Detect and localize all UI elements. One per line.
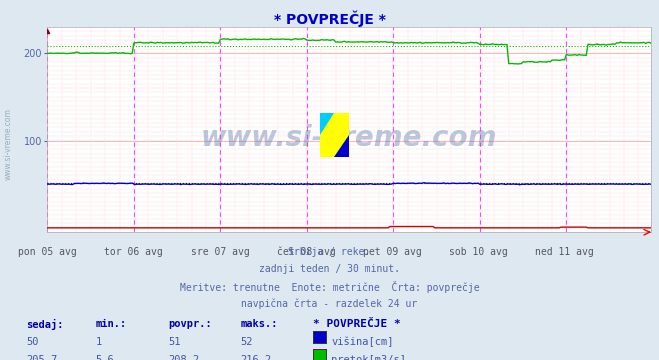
Text: www.si-vreme.com: www.si-vreme.com (201, 124, 498, 152)
Text: 5,6: 5,6 (96, 355, 114, 360)
Text: 51: 51 (168, 337, 181, 347)
Text: ned 11 avg: ned 11 avg (536, 247, 594, 257)
Text: pretok[m3/s]: pretok[m3/s] (331, 355, 407, 360)
Text: sre 07 avg: sre 07 avg (190, 247, 249, 257)
Text: * POVPREČJE *: * POVPREČJE * (273, 10, 386, 27)
Text: 50: 50 (26, 337, 39, 347)
Text: navpična črta - razdelek 24 ur: navpična črta - razdelek 24 ur (241, 298, 418, 309)
Text: maks.:: maks.: (241, 319, 278, 329)
Text: zadnji teden / 30 minut.: zadnji teden / 30 minut. (259, 264, 400, 274)
Text: www.si-vreme.com: www.si-vreme.com (3, 108, 13, 180)
Text: sedaj:: sedaj: (26, 319, 64, 330)
Polygon shape (320, 113, 349, 157)
Text: 1: 1 (96, 337, 101, 347)
Text: * POVPREČJE *: * POVPREČJE * (313, 319, 401, 329)
Text: 52: 52 (241, 337, 253, 347)
Polygon shape (335, 135, 349, 157)
Text: min.:: min.: (96, 319, 127, 329)
Text: 208,2: 208,2 (168, 355, 199, 360)
Polygon shape (320, 113, 335, 135)
Text: 205,7: 205,7 (26, 355, 57, 360)
Text: Meritve: trenutne  Enote: metrične  Črta: povprečje: Meritve: trenutne Enote: metrične Črta: … (180, 281, 479, 293)
Text: 216,2: 216,2 (241, 355, 272, 360)
Text: višina[cm]: višina[cm] (331, 337, 394, 347)
Text: tor 06 avg: tor 06 avg (104, 247, 163, 257)
Text: pon 05 avg: pon 05 avg (18, 247, 77, 257)
Text: pet 09 avg: pet 09 avg (363, 247, 422, 257)
Text: Srbija / reke.: Srbija / reke. (289, 247, 370, 257)
Text: čet 08 avg: čet 08 avg (277, 247, 335, 257)
Text: povpr.:: povpr.: (168, 319, 212, 329)
Text: sob 10 avg: sob 10 avg (449, 247, 508, 257)
